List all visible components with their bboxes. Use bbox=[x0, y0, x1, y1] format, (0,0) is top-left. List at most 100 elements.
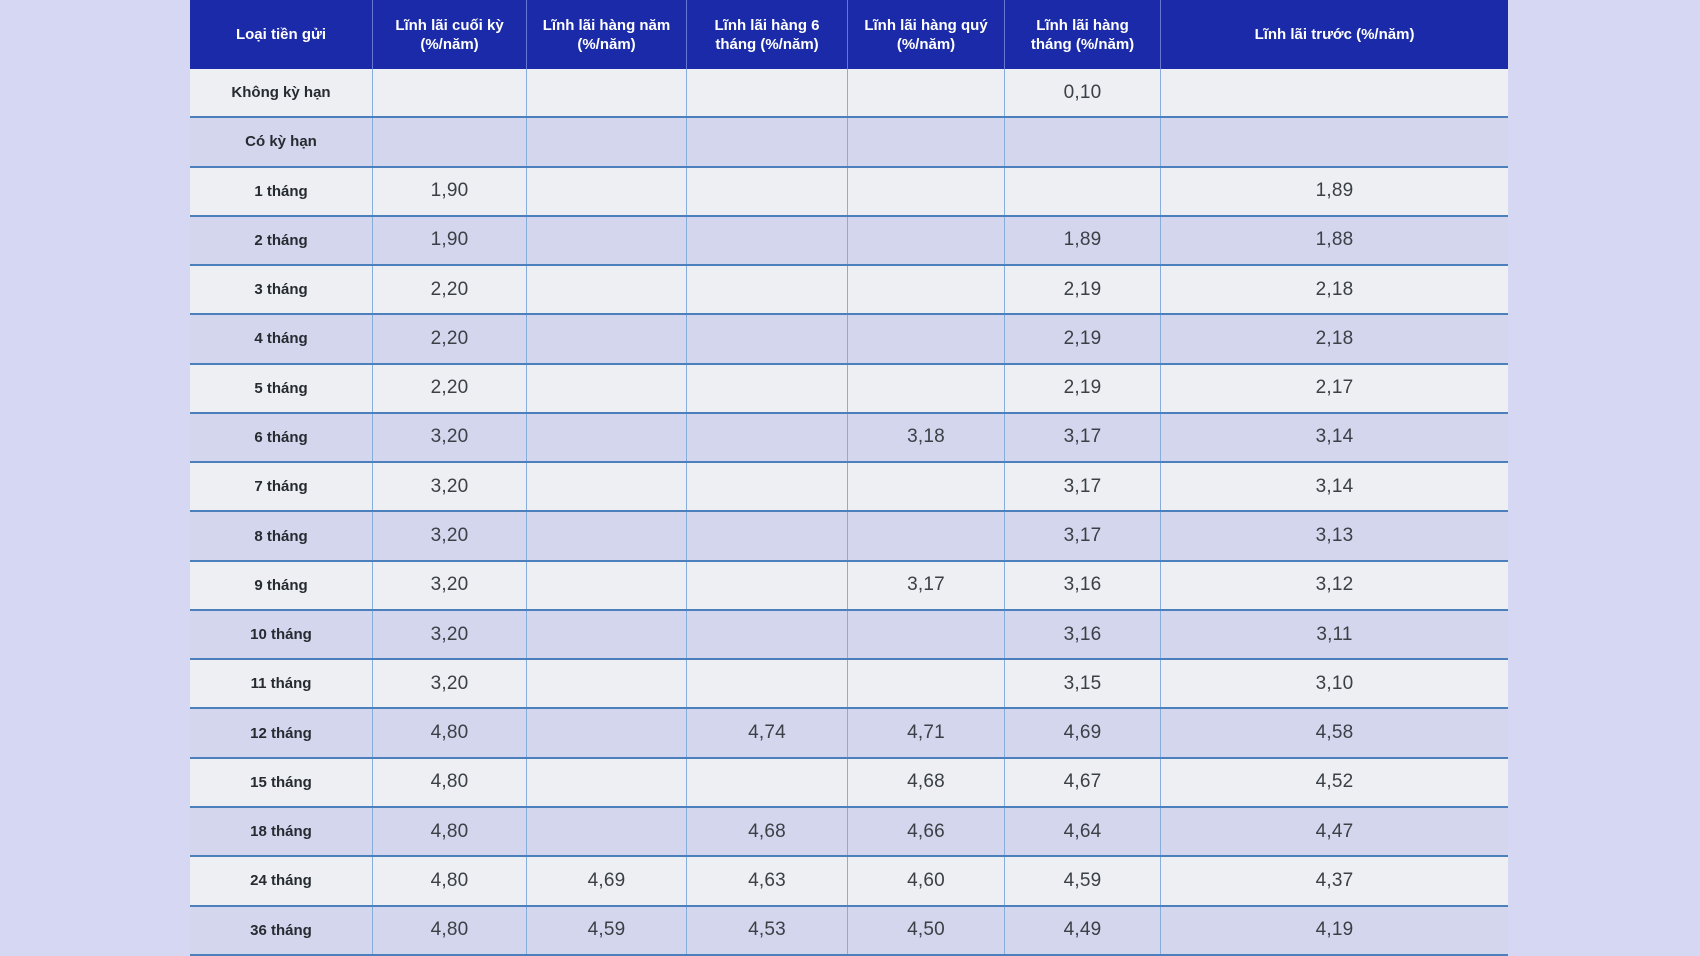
column-header-4: Lĩnh lãi hàng quý (%/năm) bbox=[848, 0, 1005, 69]
table-row-10: 9 tháng 3,20 3,17 3,16 3,12 bbox=[190, 561, 1508, 611]
row-label-cell: 15 tháng bbox=[190, 758, 373, 806]
rate-cell: 3,14 bbox=[1315, 475, 1354, 497]
rate-cell bbox=[527, 758, 687, 806]
rate-cell: 4,80 bbox=[373, 857, 527, 905]
rate-cell: 4,53 bbox=[687, 906, 848, 954]
rate-cell: 2,17 bbox=[1315, 377, 1354, 399]
table-row-12: 11 tháng 3,20 3,15 3,10 bbox=[190, 660, 1508, 710]
row-label-cell: 6 tháng bbox=[190, 413, 373, 462]
rate-cell bbox=[848, 315, 1005, 363]
rate-cell: 3,16 bbox=[1005, 610, 1161, 659]
row-label-cell: 7 tháng bbox=[190, 463, 373, 511]
rate-cell bbox=[687, 758, 848, 806]
rate-cell: 3,17 bbox=[1005, 512, 1161, 560]
table-row-7: 6 tháng 3,20 3,18 3,17 3,14 bbox=[190, 413, 1508, 464]
row-label-cell: 5 tháng bbox=[190, 364, 373, 412]
rate-cell: 3,20 bbox=[373, 512, 527, 560]
rate-cell: 4,60 bbox=[848, 857, 1005, 905]
rate-cell bbox=[527, 69, 687, 117]
rate-cell bbox=[527, 167, 687, 215]
rate-cell: 3,16 bbox=[1005, 561, 1161, 609]
row-label-cell: 36 tháng bbox=[190, 906, 373, 954]
rate-cell bbox=[687, 364, 848, 412]
rate-cell bbox=[848, 660, 1005, 708]
rate-cell bbox=[687, 266, 848, 314]
rate-cell bbox=[527, 660, 687, 708]
deposit-rate-table: Loại tiền gửi Lĩnh lãi cuối kỳ (%/năm) Lĩn… bbox=[190, 0, 1508, 956]
rate-cell: 4,50 bbox=[848, 906, 1005, 954]
table-row-8: 7 tháng 3,20 3,17 3,14 bbox=[190, 463, 1508, 513]
rate-cell: 3,20 bbox=[373, 463, 527, 511]
rate-cell bbox=[848, 167, 1005, 215]
rate-cell: 2,20 bbox=[373, 315, 527, 363]
table-row-1: Có kỳ hạn bbox=[190, 118, 1508, 168]
rate-cell: 3,11 bbox=[1316, 623, 1353, 645]
rate-cell: 2,20 bbox=[373, 364, 527, 412]
rate-cell: 4,68 bbox=[687, 807, 848, 856]
rate-cell bbox=[527, 709, 687, 757]
rate-cell bbox=[848, 463, 1005, 511]
table-row-15: 18 tháng 4,80 4,68 4,66 4,64 4,47 bbox=[190, 807, 1508, 858]
row-label-cell: 8 tháng bbox=[190, 512, 373, 560]
rate-cell: 4,52 bbox=[1315, 771, 1354, 793]
rate-cell bbox=[1005, 167, 1161, 215]
rate-cell: 3,20 bbox=[373, 561, 527, 609]
rate-cell: 3,12 bbox=[1315, 574, 1354, 596]
rate-cell: 4,49 bbox=[1005, 906, 1161, 954]
rate-cell: 4,80 bbox=[373, 906, 527, 954]
rate-cell bbox=[527, 315, 687, 363]
rate-cell bbox=[687, 660, 848, 708]
rate-cell bbox=[527, 463, 687, 511]
rate-cell: 4,80 bbox=[373, 709, 527, 757]
rate-cell: 4,58 bbox=[1315, 722, 1354, 744]
rate-cell bbox=[373, 69, 527, 117]
row-label-cell: 18 tháng bbox=[190, 807, 373, 856]
table-row-2: 1 tháng 1,90 1,89 bbox=[190, 167, 1508, 217]
rate-cell bbox=[848, 512, 1005, 560]
rate-cell: 4,63 bbox=[687, 857, 848, 905]
rate-cell: 3,10 bbox=[1315, 672, 1354, 694]
rate-cell: 3,20 bbox=[373, 660, 527, 708]
rate-cell: 4,74 bbox=[687, 709, 848, 757]
rate-cell: 4,59 bbox=[1005, 857, 1161, 905]
rate-cell bbox=[373, 118, 527, 166]
table-row-5: 4 tháng 2,20 2,19 2,18 bbox=[190, 315, 1508, 365]
rate-cell bbox=[527, 610, 687, 659]
rate-cell bbox=[687, 69, 848, 117]
rate-cell bbox=[1161, 69, 1508, 116]
row-label-cell: 10 tháng bbox=[190, 610, 373, 659]
rate-cell bbox=[687, 610, 848, 659]
rate-cell: 4,80 bbox=[373, 758, 527, 806]
rate-cell: 4,68 bbox=[848, 758, 1005, 806]
rate-cell bbox=[687, 118, 848, 166]
row-label-cell: 4 tháng bbox=[190, 315, 373, 363]
table-row-14: 15 tháng 4,80 4,68 4,67 4,52 bbox=[190, 758, 1508, 808]
row-label-cell: Có kỳ hạn bbox=[190, 118, 373, 166]
table-body: Không kỳ hạn 0,10 Có kỳ hạn 1 tháng 1,90 1,89… bbox=[190, 69, 1508, 956]
rate-cell: 4,37 bbox=[1315, 869, 1354, 891]
rate-cell bbox=[848, 69, 1005, 117]
table-row-11: 10 tháng 3,20 3,16 3,11 bbox=[190, 610, 1508, 661]
row-label-cell: 3 tháng bbox=[190, 266, 373, 314]
column-header-6: Lĩnh lãi trước (%/năm) bbox=[1254, 26, 1415, 43]
rate-cell: 3,15 bbox=[1005, 660, 1161, 708]
rate-cell bbox=[848, 118, 1005, 166]
rate-cell: 0,10 bbox=[1005, 69, 1161, 117]
rate-cell bbox=[1161, 118, 1508, 165]
rate-cell: 2,20 bbox=[373, 266, 527, 314]
rate-cell bbox=[687, 315, 848, 363]
rate-cell bbox=[1005, 118, 1161, 166]
row-label-cell: 9 tháng bbox=[190, 561, 373, 609]
column-header-1: Lĩnh lãi cuối kỳ (%/năm) bbox=[373, 0, 527, 69]
rate-cell: 4,66 bbox=[848, 807, 1005, 856]
row-label-cell: 24 tháng bbox=[190, 857, 373, 905]
table-row-3: 2 tháng 1,90 1,89 1,88 bbox=[190, 216, 1508, 267]
rate-cell: 4,47 bbox=[1315, 820, 1354, 842]
table-row-13: 12 tháng 4,80 4,74 4,71 4,69 4,58 bbox=[190, 709, 1508, 759]
rate-cell bbox=[527, 118, 687, 166]
table-row-6: 5 tháng 2,20 2,19 2,17 bbox=[190, 364, 1508, 414]
rate-cell: 4,71 bbox=[848, 709, 1005, 757]
rate-cell bbox=[848, 216, 1005, 265]
table-row-4: 3 tháng 2,20 2,19 2,18 bbox=[190, 266, 1508, 316]
rate-cell bbox=[527, 561, 687, 609]
